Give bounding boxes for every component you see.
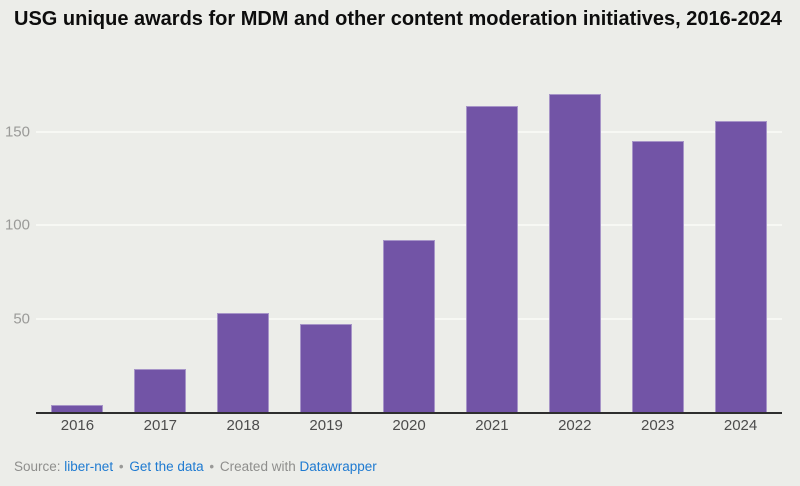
x-tick-label-2017: 2017 — [143, 417, 178, 434]
x-tick-label-2016: 2016 — [60, 417, 95, 434]
bar-column-2023 — [616, 85, 699, 412]
bar-2020 — [383, 240, 435, 412]
source-label: Source: — [14, 459, 61, 474]
bar-column-2016 — [36, 85, 119, 412]
datawrapper-link[interactable]: Datawrapper — [299, 459, 377, 474]
bar-column-2020 — [368, 85, 451, 412]
source-link[interactable]: liber-net — [64, 459, 114, 474]
chart-title: USG unique awards for MDM and other cont… — [14, 8, 782, 30]
y-tick-label: 150 — [4, 123, 30, 141]
x-tick-label-2021: 2021 — [475, 417, 509, 434]
x-tick-label-2020: 2020 — [392, 417, 426, 434]
bar-2019 — [300, 324, 353, 412]
bar-2024 — [714, 121, 767, 412]
bar-column-2017 — [119, 85, 202, 412]
footer: Source: liber-net • Get the data • Creat… — [14, 459, 377, 474]
x-tick-label-2018: 2018 — [226, 417, 260, 434]
y-tick-label: 100 — [4, 216, 30, 234]
separator-dot: • — [209, 459, 215, 474]
bar-2016 — [51, 405, 104, 412]
bar-2017 — [134, 369, 187, 412]
bar-column-2021 — [450, 85, 533, 412]
x-tick-label-2024: 2024 — [723, 417, 758, 434]
bar-column-2024 — [699, 85, 782, 412]
created-with-label: Created with — [219, 459, 296, 474]
plot-area: 50 100 150 — [5, 85, 782, 414]
bar-2021 — [465, 106, 518, 412]
bar-column-2018 — [202, 85, 285, 412]
get-the-data-link[interactable]: Get the data — [129, 459, 204, 474]
x-axis-labels: 2016 2017 2018 2019 2020 2021 2022 2023 2024 — [36, 417, 782, 434]
bar-2022 — [548, 94, 601, 412]
bar-column-2022 — [533, 85, 616, 412]
separator-dot: • — [118, 459, 124, 474]
bar-column-2019 — [285, 85, 368, 412]
gridline — [36, 130, 782, 133]
bars-row — [36, 85, 782, 412]
x-tick-label-2023: 2023 — [640, 417, 675, 434]
gridline — [36, 224, 782, 227]
x-tick-label-2022: 2022 — [558, 417, 592, 434]
bar-2023 — [631, 141, 684, 412]
x-tick-label-2019: 2019 — [309, 417, 343, 434]
bar-2018 — [217, 313, 270, 412]
y-tick-label: 50 — [13, 310, 30, 328]
